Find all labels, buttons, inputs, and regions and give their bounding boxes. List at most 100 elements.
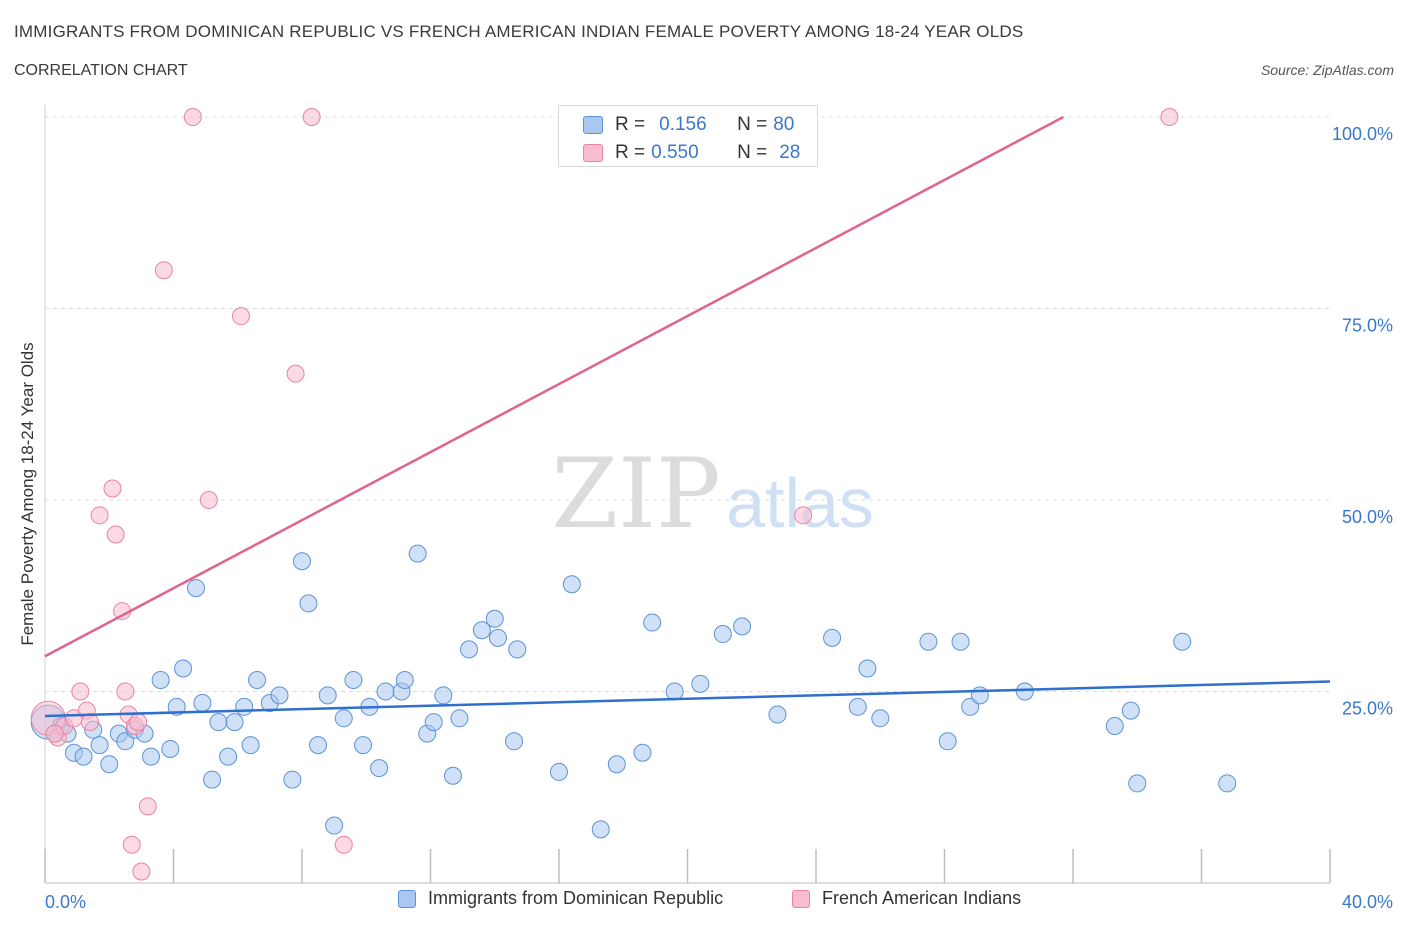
data-point-blue <box>325 816 344 835</box>
watermark: ZIP atlas <box>551 438 874 550</box>
n-label: N = <box>737 142 768 163</box>
data-point-blue <box>848 697 867 716</box>
data-point-pink <box>116 682 135 701</box>
x-tick-label: 40.0% <box>1342 892 1393 912</box>
blue-swatch <box>583 116 603 134</box>
data-point-blue <box>633 743 652 762</box>
blue-r-value: 0.156 <box>659 114 707 135</box>
data-point-blue <box>203 770 222 789</box>
chart-subtitle: CORRELATION CHART <box>14 62 188 79</box>
legend-label-pink: French American Indians <box>822 888 1022 908</box>
x-tick-label: 0.0% <box>45 892 86 912</box>
data-point-blue <box>318 686 337 705</box>
data-point-blue <box>961 697 980 716</box>
data-point-blue <box>938 732 957 751</box>
data-point-pink <box>71 682 90 701</box>
data-point-blue <box>376 682 395 701</box>
data-point-blue <box>768 705 787 724</box>
data-point-pink <box>183 108 202 126</box>
data-point-blue <box>871 709 890 728</box>
data-point-pink <box>90 506 109 525</box>
data-point-blue <box>505 732 524 751</box>
stats-legend: R = 0.156 N = 80 R = 0.550 N = 28 <box>558 105 818 167</box>
data-point-blue <box>472 621 491 640</box>
data-point-blue <box>1105 716 1124 735</box>
data-point-blue <box>142 747 161 766</box>
data-point-blue <box>193 693 212 712</box>
data-point-blue <box>225 713 244 732</box>
data-point-pink <box>286 364 305 383</box>
y-tick-label: 25.0% <box>1342 699 1393 719</box>
trend-lines <box>44 115 1331 718</box>
data-point-blue <box>434 686 453 705</box>
data-point-pink <box>199 491 218 509</box>
source-credit: Source: ZipAtlas.com <box>1260 62 1394 78</box>
data-point-blue <box>443 766 462 785</box>
y-tick-label: 50.0% <box>1342 507 1393 527</box>
data-point-blue <box>395 671 414 690</box>
data-point-blue <box>823 628 842 647</box>
data-point-blue <box>550 762 568 781</box>
data-point-pink <box>103 479 122 498</box>
data-point-pink <box>45 724 64 743</box>
data-point-pink <box>154 261 173 280</box>
data-point-blue <box>100 755 119 774</box>
data-point-blue <box>219 747 238 766</box>
trend-line-pink <box>44 115 1064 658</box>
data-point-blue <box>74 747 93 766</box>
pink-n-value: 28 <box>779 142 801 163</box>
axes: 25.0% 50.0% 75.0% 100.0% 0.0% 40.0% <box>44 105 1393 912</box>
stats-row-pink: R = 0.550 N = 28 <box>583 140 800 166</box>
data-point-blue <box>174 659 193 678</box>
legend-item-blue: Immigrants from Dominican Republic <box>398 888 723 909</box>
data-point-blue <box>951 632 970 651</box>
data-point-blue <box>161 739 180 758</box>
data-point-blue <box>485 609 504 628</box>
y-axis-label: Female Poverty Among 18-24 Year Olds <box>18 342 37 645</box>
data-point-blue <box>424 713 443 732</box>
data-point-blue <box>858 659 877 678</box>
data-point-pink <box>132 862 151 881</box>
legend-swatch-blue <box>398 889 416 908</box>
data-point-blue <box>186 579 205 598</box>
data-point-pink <box>1160 108 1179 126</box>
data-point-blue <box>370 759 389 778</box>
data-point-blue <box>713 625 732 644</box>
data-point-blue <box>248 671 267 690</box>
data-point-pink <box>122 835 141 854</box>
data-point-blue <box>488 628 507 647</box>
data-point-blue <box>643 613 662 632</box>
watermark-zip: ZIP <box>551 438 720 550</box>
series-legend: Immigrants from Dominican Republic Frenc… <box>0 888 1406 918</box>
r-label: R = <box>615 114 646 135</box>
data-point-blue <box>167 697 186 716</box>
data-point-pink <box>231 307 250 326</box>
data-point-blue <box>691 674 710 693</box>
data-point-blue <box>354 736 373 755</box>
data-point-blue <box>733 617 752 636</box>
data-point-blue <box>334 709 353 728</box>
data-point-blue <box>209 713 228 732</box>
data-point-blue <box>591 820 610 839</box>
n-label: N = <box>737 114 768 135</box>
data-point-blue <box>270 686 289 705</box>
data-point-blue <box>1218 774 1237 793</box>
data-point-blue <box>408 544 427 563</box>
pink-swatch <box>583 144 603 162</box>
data-point-blue <box>665 682 684 701</box>
data-point-blue <box>508 640 527 659</box>
watermark-atlas: atlas <box>726 464 874 542</box>
data-point-blue <box>299 594 318 613</box>
data-point-blue <box>450 709 469 728</box>
data-point-blue <box>1128 774 1147 793</box>
blue-n-value: 80 <box>773 114 795 135</box>
trend-line-blue <box>44 680 1331 718</box>
y-tick-label: 75.0% <box>1342 316 1393 336</box>
data-point-blue <box>607 755 626 774</box>
data-point-pink <box>302 108 321 126</box>
data-point-blue <box>344 671 363 690</box>
chart-title: IMMIGRANTS FROM DOMINICAN REPUBLIC VS FR… <box>14 22 1024 41</box>
data-point-blue <box>293 552 311 571</box>
grid-lines <box>45 116 1330 692</box>
data-point-blue <box>970 686 989 705</box>
